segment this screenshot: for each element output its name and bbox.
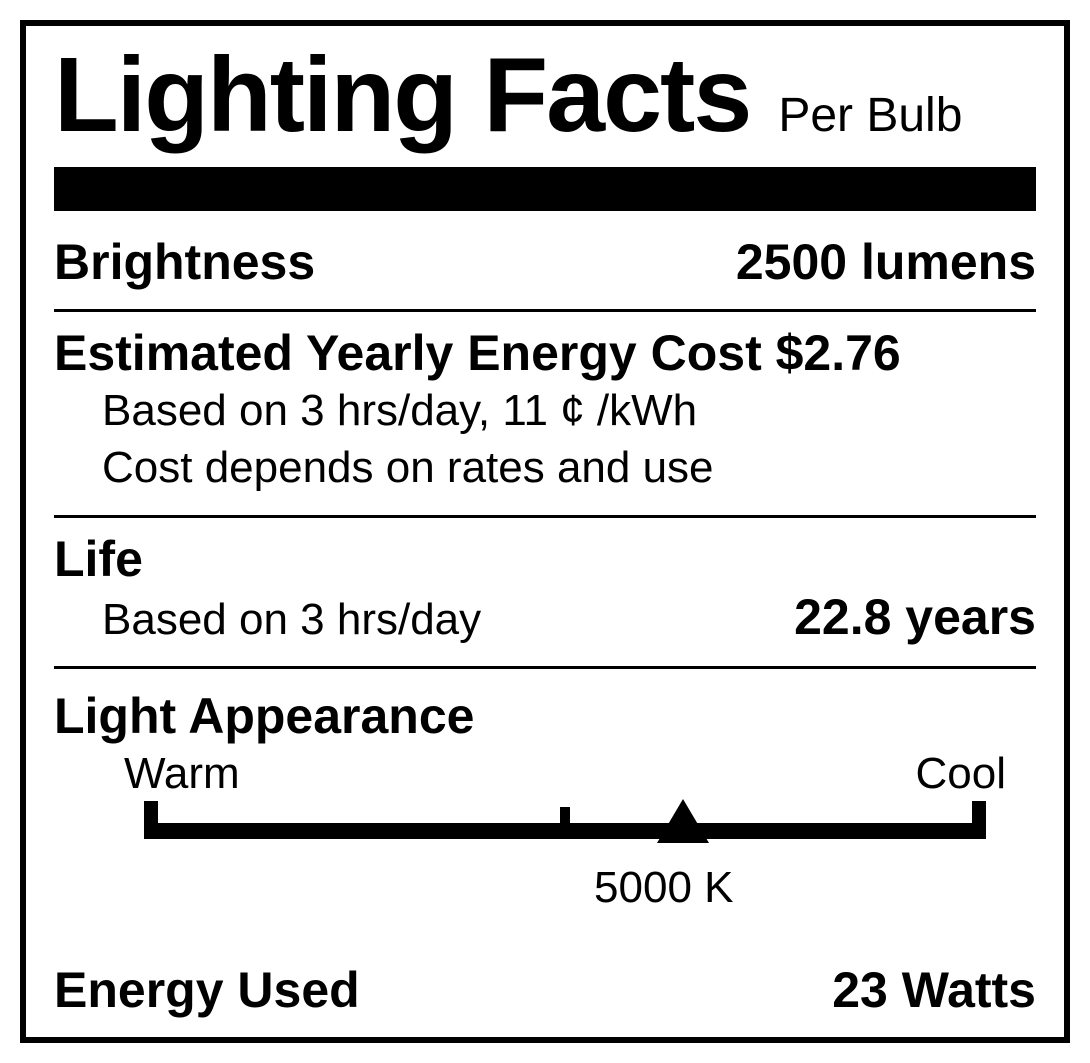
divider bbox=[54, 515, 1036, 518]
title-row: Lighting Facts Per Bulb bbox=[54, 40, 1036, 151]
energy-cost-detail-1: Based on 3 hrs/day, 11 ¢ /kWh bbox=[54, 382, 1036, 439]
divider bbox=[54, 309, 1036, 312]
title-main: Lighting Facts bbox=[54, 40, 750, 151]
warm-label: Warm bbox=[124, 749, 240, 799]
lighting-facts-panel: Lighting Facts Per Bulb Brightness 2500 … bbox=[20, 20, 1070, 1043]
scale-end-right bbox=[972, 801, 986, 839]
appearance-label: Light Appearance bbox=[54, 687, 1036, 745]
energy-cost-section: Estimated Yearly Energy Cost $2.76 Based… bbox=[54, 324, 1036, 496]
energy-used-value: 23 Watts bbox=[832, 961, 1036, 1019]
divider bbox=[54, 666, 1036, 669]
cool-label: Cool bbox=[916, 749, 1007, 799]
brightness-label: Brightness bbox=[54, 233, 315, 291]
color-temp-scale: Warm Cool 5000 K bbox=[54, 749, 1036, 913]
life-detail: Based on 3 hrs/day bbox=[54, 591, 481, 648]
life-value: 22.8 years bbox=[794, 588, 1036, 646]
life-section: Life Based on 3 hrs/day 22.8 years bbox=[54, 530, 1036, 648]
brightness-value: 2500 lumens bbox=[736, 233, 1036, 291]
life-label: Life bbox=[54, 530, 1036, 588]
scale-marker-icon bbox=[657, 799, 709, 843]
energy-cost-detail-2: Cost depends on rates and use bbox=[54, 439, 1036, 496]
appearance-section: Light Appearance Warm Cool 5000 K bbox=[54, 687, 1036, 913]
title-sub: Per Bulb bbox=[778, 88, 962, 143]
brightness-row: Brightness 2500 lumens bbox=[54, 233, 1036, 291]
energy-used-row: Energy Used 23 Watts bbox=[54, 961, 1036, 1019]
scale-midpoint bbox=[560, 807, 570, 839]
thick-divider bbox=[54, 167, 1036, 211]
scale-end-left bbox=[144, 801, 158, 839]
energy-cost-label: Estimated Yearly Energy Cost $2.76 bbox=[54, 324, 1036, 382]
scale-value-label: 5000 K bbox=[322, 863, 1006, 913]
scale-track bbox=[144, 801, 986, 861]
energy-used-label: Energy Used bbox=[54, 961, 360, 1019]
